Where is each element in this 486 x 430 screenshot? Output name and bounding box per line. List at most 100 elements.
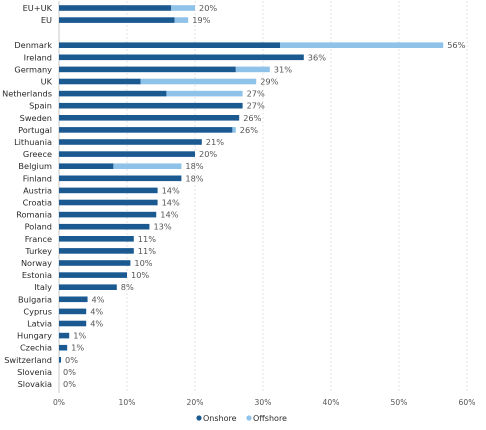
bar-onshore [59,115,240,121]
legend-label: Offshore [253,414,287,423]
bar-onshore [59,139,202,145]
legend-marker-onshore [196,415,202,421]
bar-onshore [59,344,68,351]
category-label: Ireland [24,52,52,62]
category-label: France [25,234,52,244]
bar-onshore [59,127,233,133]
category-label: Spain [29,101,52,111]
category-label: Netherlands [2,89,52,99]
category-label: Hungary [17,331,52,341]
data-label: 4% [90,319,103,329]
data-label: 14% [162,198,180,208]
category-label: Croatia [23,198,52,208]
data-label: 4% [92,294,105,304]
category-label: Norway [21,258,52,268]
bar-onshore [59,199,158,206]
bars [59,5,444,363]
data-labels: 20% 19% 56% 36% 31% 29% 27% 27% 26% 26% 21% 20% 18% 1… [63,3,466,389]
category-label: UK [41,77,53,87]
category-label: Italy [34,282,52,292]
category-label: Turkey [24,246,52,256]
bar-offshore [280,42,444,48]
bar-onshore [59,66,236,73]
category-label: Sweden [20,113,52,123]
category-label: Poland [25,222,52,232]
data-label: 14% [162,185,180,195]
data-label: 26% [243,113,261,123]
data-label: 0% [63,379,76,389]
bar-offshore [166,90,243,97]
data-label: 1% [71,343,84,353]
data-label: 11% [138,246,156,256]
category-label: Lithuania [14,137,52,147]
data-label: 31% [274,64,292,74]
bar-onshore [59,163,114,169]
category-label: Slovenia [17,367,52,377]
legend-label: Onshore [203,414,237,423]
category-label: Germany [14,64,52,74]
data-label: 18% [185,173,203,183]
bar-onshore [59,320,87,327]
bar-onshore [59,357,62,363]
category-label: Greece [23,149,52,159]
bar-onshore [59,151,195,157]
data-label: 0% [63,367,76,377]
bar-onshore [59,78,141,85]
bar-onshore [59,272,127,278]
category-label: Denmark [14,40,52,50]
category-label: Latvia [27,319,52,329]
x-tick-label: 10% [119,398,136,407]
bar-offshore [235,66,270,73]
bar-onshore [59,260,131,266]
data-label: 26% [240,125,258,135]
x-tick-label: 60% [459,398,476,407]
bar-onshore [59,248,134,254]
gridlines [58,1,468,393]
x-tick-label: 20% [187,398,204,407]
category-labels: EU+UK EU Denmark Ireland Germany UK Netherland… [2,3,53,389]
category-label: Slovakia [18,379,52,389]
category-label: Czechia [20,343,52,353]
bar-onshore [59,308,87,315]
bar-onshore [59,187,158,194]
data-label: 18% [185,161,203,171]
x-tick-label: 0% [53,398,65,407]
bar-onshore [59,284,117,290]
x-axis-ticks: 0% 10% 20% 30% 40% 50% 60% [53,398,475,407]
data-label: 27% [247,101,265,111]
data-label: 21% [206,137,224,147]
bar-onshore [59,54,304,61]
category-label: EU [41,15,52,25]
bar-onshore [59,102,243,109]
bar-onshore [59,211,157,218]
data-label: 11% [138,234,156,244]
data-label: 56% [447,40,465,50]
bar-onshore [59,17,175,23]
bar-onshore [59,175,182,182]
x-tick-label: 40% [323,398,340,407]
bar-onshore [59,236,134,242]
x-tick-label: 50% [391,398,408,407]
bar-offshore [174,17,189,23]
bar-offshore [232,127,236,133]
category-label: Austria [23,185,52,195]
data-label: 36% [308,52,326,62]
category-label: Portugal [18,125,52,135]
data-label: 4% [90,306,103,316]
data-label: 0% [65,355,78,365]
bar-onshore [59,90,167,97]
category-label: Finland [23,173,52,183]
category-label: Belgium [18,161,52,171]
data-label: 20% [199,149,217,159]
bar-offshore [113,163,182,169]
category-label: Romania [16,210,52,220]
x-tick-label: 30% [255,398,272,407]
bar-offshore [140,78,257,85]
data-label: 27% [247,89,265,99]
bar-offshore [171,5,195,11]
bar-onshore [59,296,88,303]
data-label: 29% [260,77,278,87]
data-label: 10% [134,258,152,268]
